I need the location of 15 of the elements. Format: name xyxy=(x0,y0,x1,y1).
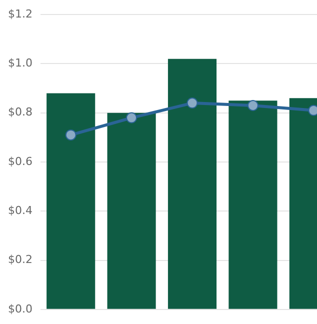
bar xyxy=(228,100,278,309)
y-tick-label: $0.0 xyxy=(8,302,32,316)
bar xyxy=(46,93,96,309)
bar xyxy=(168,58,217,309)
y-tick-label: $0.8 xyxy=(8,106,32,119)
point xyxy=(65,129,76,140)
point xyxy=(186,98,198,109)
point xyxy=(126,112,138,124)
y-tick-label: $0.4 xyxy=(8,204,32,217)
y-tick-label: $0.6 xyxy=(8,154,32,168)
point xyxy=(247,100,258,111)
y-tick-label: $1.2 xyxy=(8,7,32,20)
y-tick-label: $1.0 xyxy=(8,56,32,70)
y-tick-label: $0.2 xyxy=(8,253,32,266)
bar xyxy=(107,112,156,309)
